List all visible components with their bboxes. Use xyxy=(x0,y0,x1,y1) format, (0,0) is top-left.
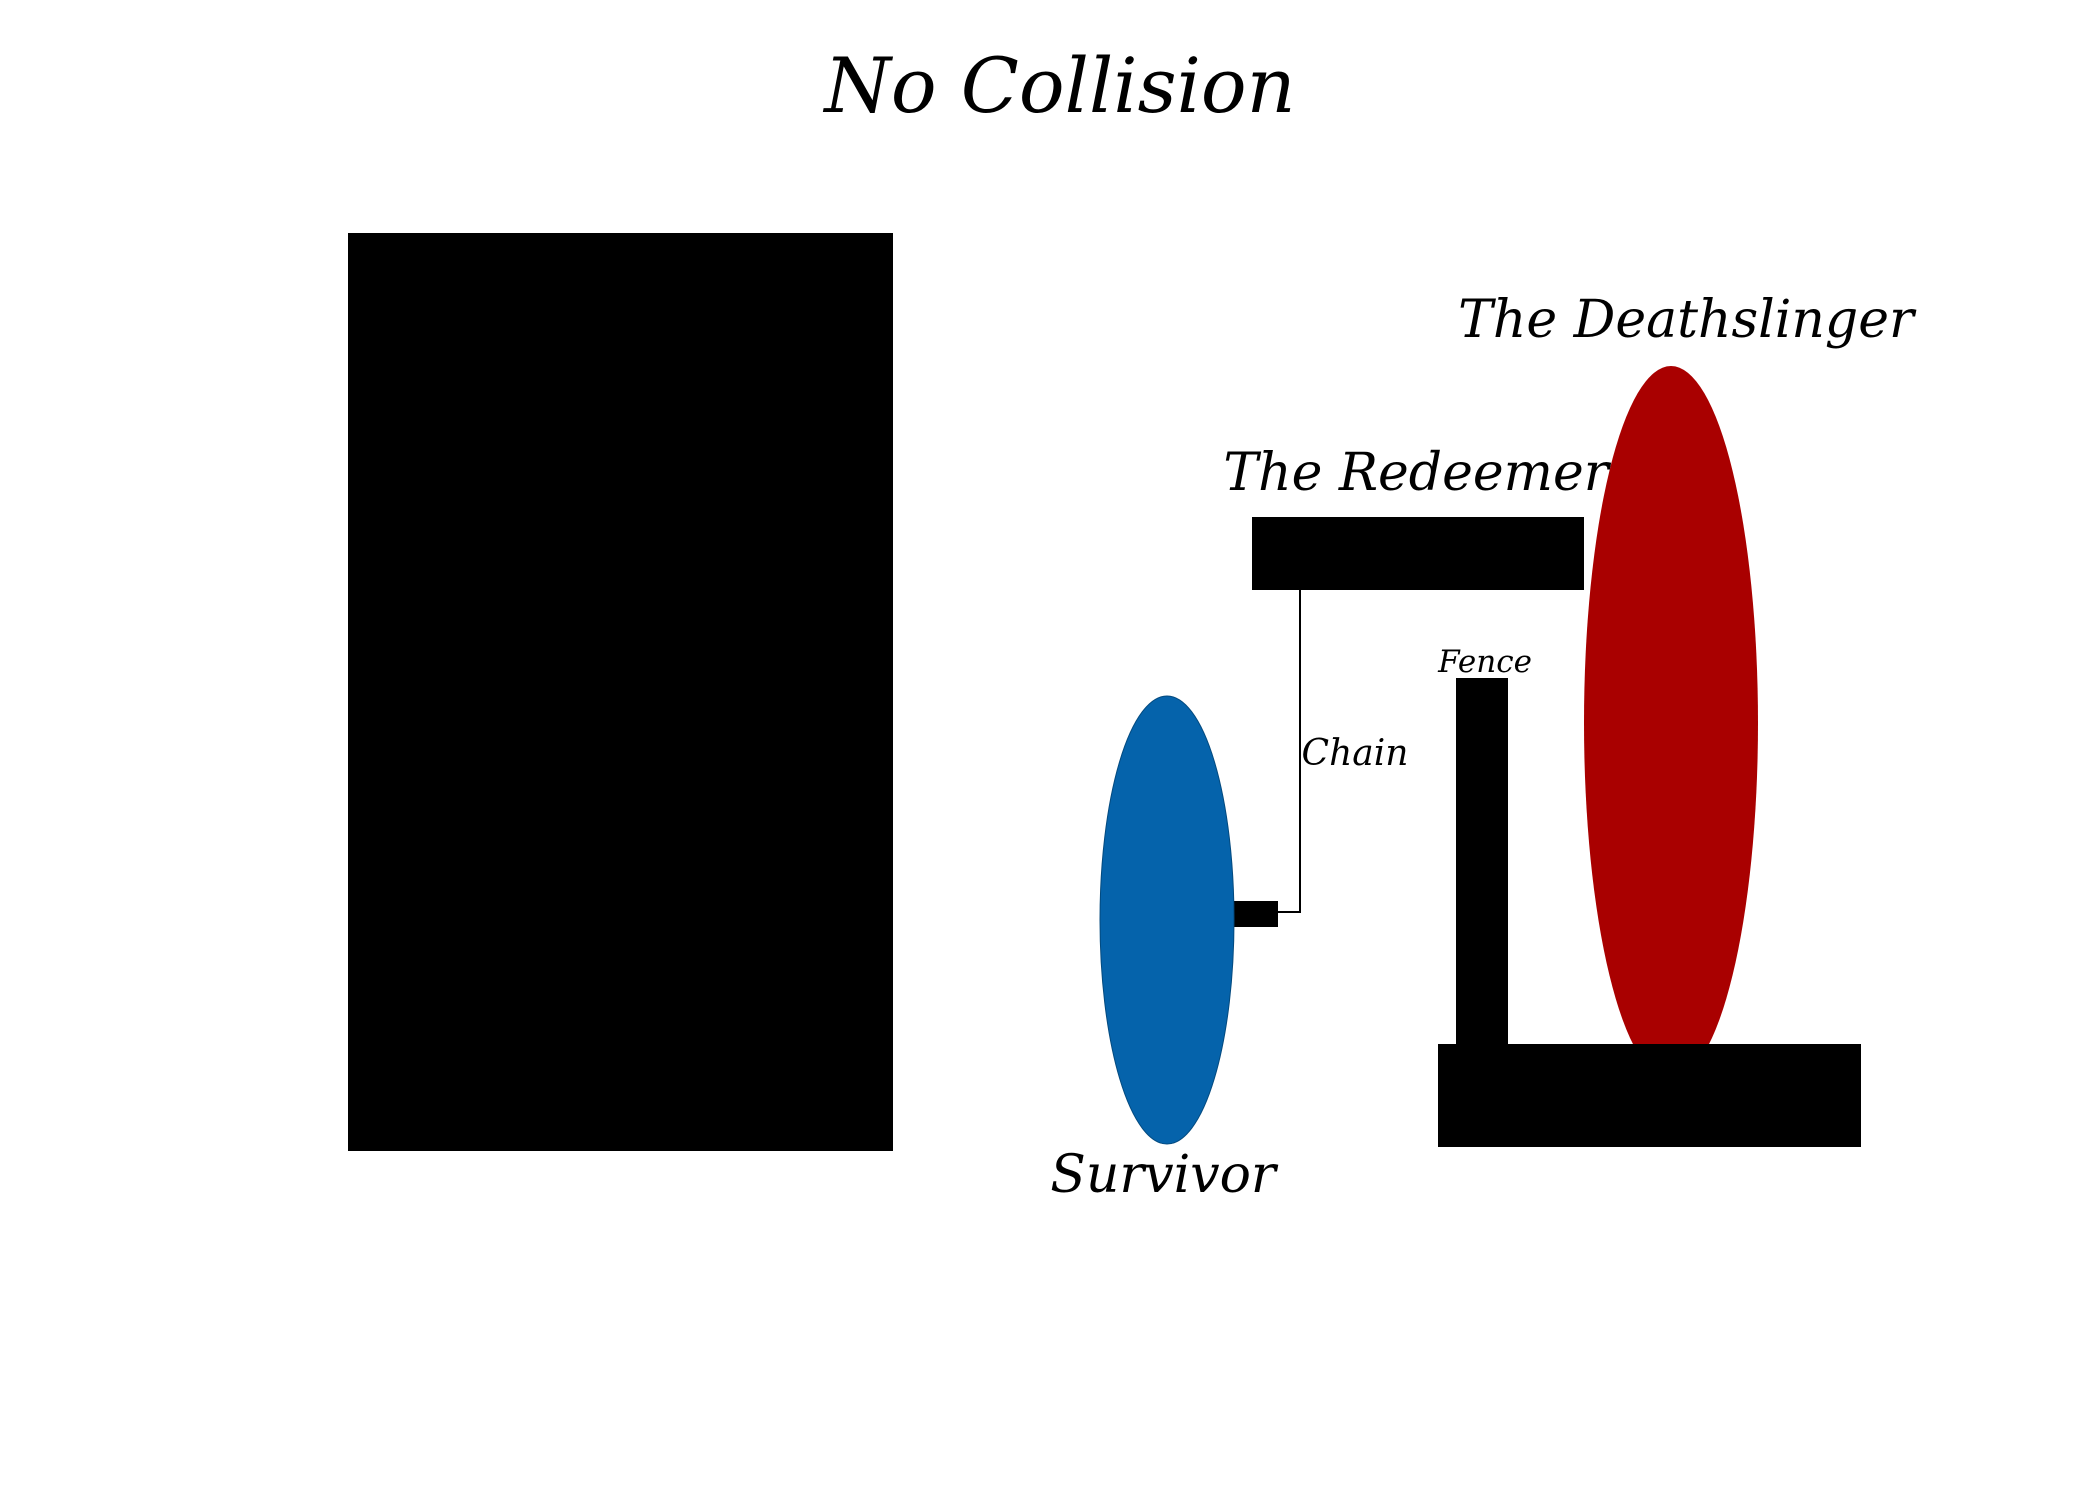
diagram-title: No Collision xyxy=(822,41,1295,130)
fence-post xyxy=(1456,678,1508,1054)
chain-line xyxy=(1277,590,1301,913)
chain-label: Chain xyxy=(1302,733,1409,774)
deathslinger-shape xyxy=(1584,366,1758,1080)
wall-block xyxy=(348,233,893,1151)
ground-block xyxy=(1438,1044,1861,1147)
redeemer-label: The Redeemer xyxy=(1223,443,1611,503)
chain-hook xyxy=(1233,901,1278,927)
redeemer-bar xyxy=(1252,517,1584,590)
deathslinger-label: The Deathslinger xyxy=(1458,290,1917,350)
survivor-label: Survivor xyxy=(1050,1145,1279,1205)
fence-label: Fence xyxy=(1437,644,1532,680)
survivor-shape xyxy=(1099,695,1235,1145)
